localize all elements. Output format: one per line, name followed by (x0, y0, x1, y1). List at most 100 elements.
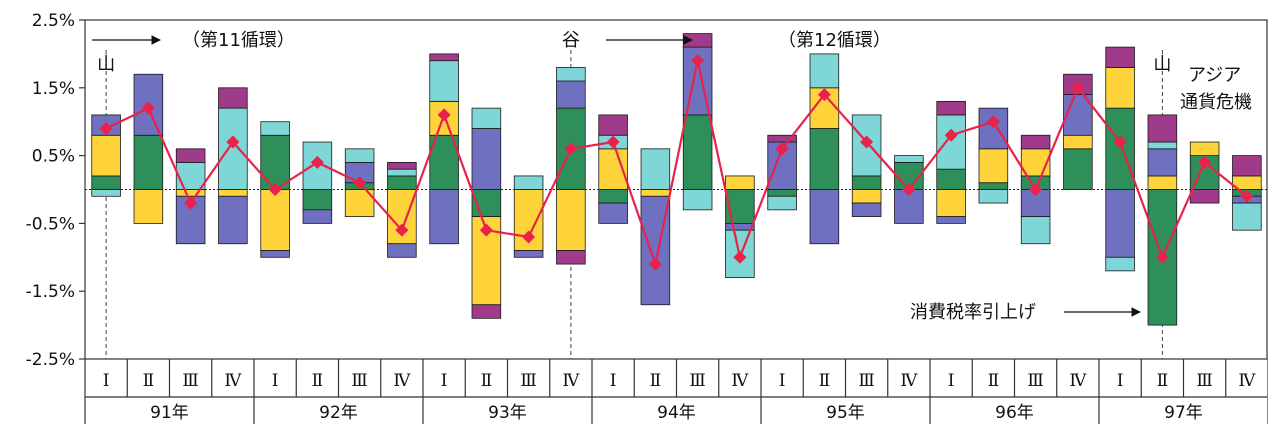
bar-segment-purple (851, 202, 882, 218)
bar-segment-purple (429, 189, 459, 245)
year-label: 96年 (995, 403, 1034, 423)
gdp-growth-point (606, 135, 620, 149)
quarter-label: Ⅱ (481, 371, 493, 391)
gdp-growth-point (902, 183, 916, 196)
bar-segment-cyan (767, 195, 797, 211)
cycle-point-label: 山 (97, 54, 115, 75)
quarter-label: Ⅱ (143, 371, 155, 391)
bar-segment-purple (218, 195, 248, 245)
bar-segment-green (302, 189, 333, 211)
quarter-label: Ⅳ (731, 371, 749, 391)
bar-segment-purple (471, 128, 502, 190)
gdp-growth-point (353, 176, 367, 190)
gdp-growth-point (1155, 250, 1169, 264)
y-tick-label: 1.5% (32, 79, 75, 99)
quarter-label: Ⅰ (1117, 371, 1124, 391)
bar-segment-yellow (1105, 67, 1135, 109)
bar-segment-yellow (936, 189, 966, 218)
quarter-label: Ⅳ (562, 371, 580, 391)
gdp-growth-point (564, 142, 578, 156)
gdp-growth-point (479, 223, 493, 237)
bar-segment-green (260, 134, 290, 190)
quarter-label: Ⅳ (900, 371, 918, 391)
y-tick-label: -1.5% (26, 282, 75, 302)
gdp-growth-point (1071, 81, 1085, 95)
bar-segment-purple (302, 209, 333, 224)
bar-segment-purple (1147, 148, 1178, 177)
year-label: 92年 (319, 403, 358, 423)
bar-segment-green (598, 189, 628, 204)
cycle-point-label: 山 (1153, 54, 1171, 75)
bar-segment-purple (936, 216, 966, 224)
bar-segment-purple (556, 80, 586, 109)
cycle11-label: （第11循環） (182, 30, 295, 51)
bar-segment-green (936, 168, 966, 190)
gdp-growth-point (817, 88, 831, 102)
quarter-label: Ⅰ (610, 371, 617, 391)
quarter-label: Ⅰ (779, 371, 786, 391)
gdp-growth-point (1198, 155, 1212, 169)
bar-segment-green (682, 114, 713, 190)
year-label: 95年 (826, 403, 865, 423)
y-tick-label: 2.5% (32, 11, 75, 31)
bar-segment-green (978, 182, 1009, 190)
gdp-growth-point (775, 142, 789, 156)
bar-segment-purple (387, 243, 417, 258)
quarter-label: Ⅲ (689, 371, 705, 391)
gdp-growth-point (733, 250, 747, 264)
quarter-label: Ⅲ (1027, 371, 1043, 391)
bar-segment-yellow (640, 189, 671, 197)
bar-segment-magenta (429, 53, 459, 62)
bar-segment-yellow (218, 189, 248, 197)
bar-segment-yellow (1020, 148, 1051, 177)
bar-segment-cyan (936, 114, 966, 170)
bar-segment-magenta (175, 148, 206, 163)
gdp-growth-point (522, 230, 536, 244)
bar-segment-green (387, 175, 417, 190)
gdp-growth-point (99, 121, 113, 135)
gdp-growth-point (944, 128, 958, 142)
bar-segment-cyan (429, 60, 459, 102)
bar-segment-green (1063, 148, 1093, 190)
bar-segment-magenta (556, 250, 586, 265)
bar-segment-magenta (387, 161, 417, 170)
gdp-growth-point (310, 155, 324, 169)
quarter-label: Ⅱ (312, 371, 324, 391)
tax-hike-label: 消費税率引上げ (910, 302, 1036, 323)
bar-segment-cyan (218, 107, 248, 190)
gdp-growth-point (141, 101, 155, 115)
gdp-growth-point (226, 135, 240, 149)
year-label: 97年 (1164, 403, 1203, 423)
gdp-growth-point (860, 135, 874, 149)
gdp-growth-point (184, 196, 198, 210)
quarter-label: Ⅳ (393, 371, 411, 391)
bar-segment-magenta (1020, 134, 1051, 150)
bar-segment-purple (260, 250, 290, 258)
bar-segment-purple (978, 107, 1009, 150)
bar-segment-green (851, 175, 882, 190)
quarter-label: Ⅱ (988, 371, 1000, 391)
gdp-growth-line (105, 60, 1248, 269)
y-tick-label: 0.5% (32, 147, 75, 167)
bar-segment-yellow (91, 134, 121, 177)
gdp-growth-point (395, 223, 409, 237)
bar-segment-green (1105, 107, 1135, 190)
bar-segment-magenta (767, 134, 797, 143)
bar-segment-yellow (175, 189, 206, 197)
y-tick-label: -2.5% (26, 350, 75, 370)
bar-segment-magenta (1232, 155, 1262, 177)
bar-segment-purple (598, 202, 628, 224)
bar-segment-magenta (1105, 46, 1135, 68)
bar-segment-cyan (471, 107, 502, 129)
bar-segment-cyan (91, 189, 121, 197)
bar-segment-magenta (1189, 189, 1220, 204)
year-label: 91年 (150, 403, 189, 423)
bar-segment-yellow (133, 189, 164, 224)
bar-segment-cyan (1147, 141, 1178, 150)
year-label: 94年 (657, 403, 696, 423)
bar-segment-cyan (1232, 202, 1262, 231)
bar-segment-cyan (1105, 256, 1135, 272)
quarter-label: Ⅲ (1196, 371, 1212, 391)
quarter-label: Ⅳ (224, 371, 242, 391)
